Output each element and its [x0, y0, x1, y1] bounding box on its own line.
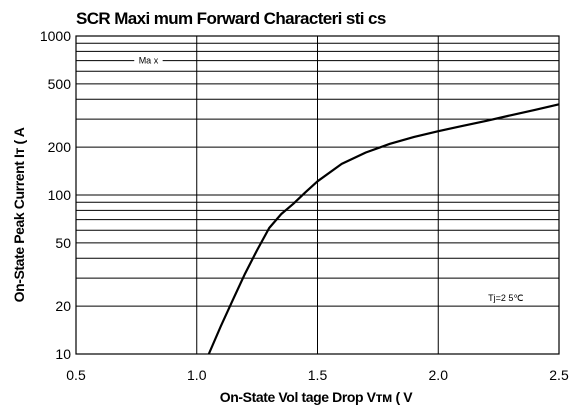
x-tick-label: 1.5	[308, 367, 328, 383]
annotation-background	[483, 291, 529, 304]
series-line-max	[207, 103, 560, 355]
annotations: Ma x Tj=2 5℃	[134, 53, 529, 304]
x-tick-label: 0.5	[66, 367, 86, 383]
y-tick-label: 10	[55, 346, 71, 362]
y-tick-label: 200	[48, 139, 72, 155]
y-tick-label: 20	[55, 298, 71, 314]
x-axis-label: On-State Vol tage Drop Vᴛᴍ ( V	[220, 389, 413, 405]
annotation-background	[134, 53, 163, 66]
x-tick-label: 2.0	[429, 367, 449, 383]
chart-title: SCR Maxi mum Forward Characteri sti cs	[76, 9, 386, 28]
annotation-max: Ma x	[139, 56, 159, 66]
x-tick-label: 1.0	[187, 367, 207, 383]
y-axis-label: On-State Peak Current Iᴛ ( A	[11, 127, 27, 302]
series-layer	[207, 103, 560, 355]
y-tick-labels: 10 20 50 100 200 500 1000	[40, 28, 71, 362]
y-tick-label: 500	[48, 76, 72, 92]
annotation-tj: Tj=2 5℃	[488, 293, 523, 303]
x-tick-label: 2.5	[549, 367, 569, 383]
plot-frame	[75, 35, 560, 355]
y-tick-label: 50	[55, 235, 71, 251]
x-tick-labels: 0.5 1.0 1.5 2.0 2.5	[66, 367, 569, 383]
y-tick-label: 100	[48, 187, 72, 203]
y-tick-label: 1000	[40, 28, 71, 44]
gridlines	[75, 35, 560, 355]
plot-border	[75, 35, 560, 355]
